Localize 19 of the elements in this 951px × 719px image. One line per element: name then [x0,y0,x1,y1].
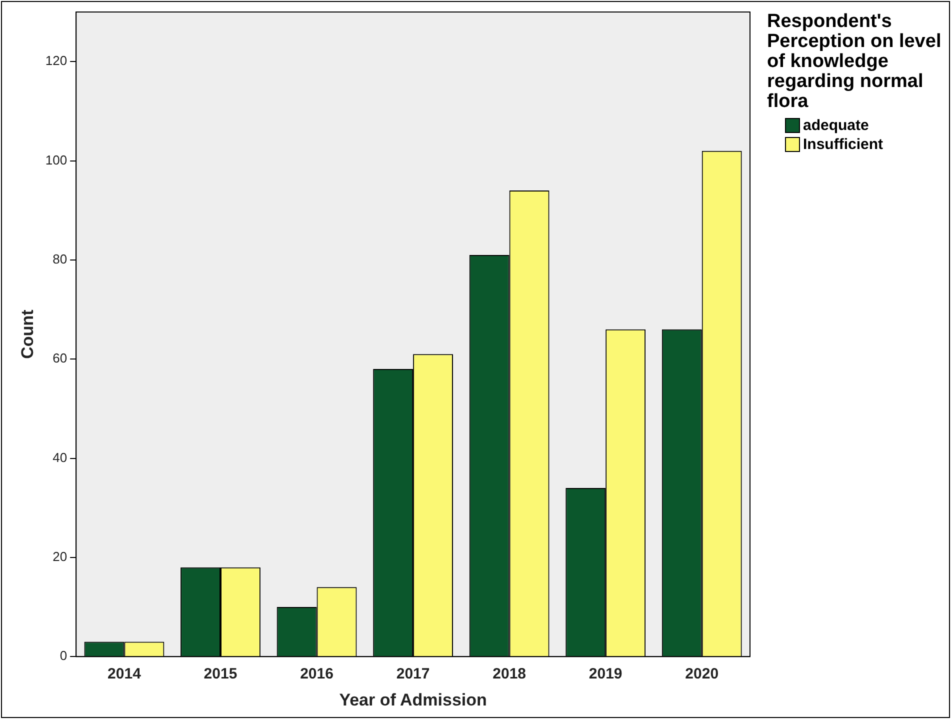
y-tick-label: 20 [52,549,68,564]
y-tick-label: 100 [45,152,68,168]
x-tick-label: 2019 [588,666,622,683]
legend-title: Respondent's Perception on level of knowledge regarding normal flora [767,11,942,112]
legend-label: adequate [803,117,869,134]
x-tick-label: 2020 [685,666,719,683]
y-axis-title: Count [18,309,37,359]
x-tick-label: 2016 [300,666,334,683]
x-tick-label: 2017 [396,666,430,683]
y-tick-label: 120 [45,53,68,68]
legend-label: Insufficient [803,136,884,153]
x-axis-title: Year of Admission [339,690,487,710]
y-tick-label: 80 [52,252,68,266]
y-tick-label: 40 [52,450,68,465]
x-tick-label: 2015 [204,666,238,683]
x-tick-label: 2014 [108,666,142,683]
y-tick-label: 60 [52,350,68,366]
y-tick-label: 0 [60,648,68,664]
x-tick-label: 2018 [492,666,526,683]
